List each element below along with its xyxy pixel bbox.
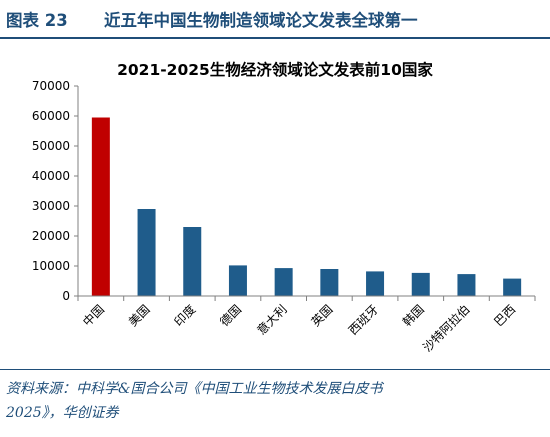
figure-label: 图表 23 <box>6 11 68 30</box>
source-line-2: 2025》，华创证券 <box>6 405 119 421</box>
x-tick-label: 巴西 <box>491 302 518 329</box>
x-tick-label: 印度 <box>171 302 199 330</box>
y-tick-label: 20000 <box>32 229 70 243</box>
y-tick-label: 40000 <box>32 169 70 183</box>
bar-1 <box>137 209 156 296</box>
header-divider <box>0 37 550 39</box>
footer-divider <box>0 369 550 370</box>
y-tick-label: 10000 <box>32 259 70 273</box>
y-tick-label: 30000 <box>32 199 70 213</box>
y-tick-label: 70000 <box>32 79 70 93</box>
bars <box>91 117 522 296</box>
bar-6 <box>366 271 385 296</box>
bar-9 <box>503 278 522 296</box>
figure-header: 图表 23 近五年中国生物制造领域论文发表全球第一 <box>0 0 550 40</box>
x-tick-label: 美国 <box>126 302 153 329</box>
bar-5 <box>320 269 339 296</box>
x-tick-label: 西班牙 <box>346 302 381 337</box>
source-line-1: 资料来源：中科学&国合公司《中国工业生物技术发展白皮书 <box>6 381 383 397</box>
bar-4 <box>274 268 293 296</box>
chart-title: 2021-2025生物经济领域论文发表前10国家 <box>117 61 433 79</box>
x-tick-label: 中国 <box>79 302 107 330</box>
y-tick-label: 0 <box>62 289 70 303</box>
bar-7 <box>411 272 430 296</box>
figure-title: 近五年中国生物制造领域论文发表全球第一 <box>104 11 418 30</box>
y-tick-label: 50000 <box>32 139 70 153</box>
y-axis: 0 10000 20000 30000 40000 50000 60000 70000 <box>32 79 79 303</box>
bar-chart: 0 10000 20000 30000 40000 50000 60000 70000 中国美… <box>32 79 536 355</box>
bar-3 <box>228 265 247 296</box>
bar-8 <box>457 274 476 296</box>
x-tick-label: 韩国 <box>399 302 427 330</box>
x-tick-label: 英国 <box>309 302 336 329</box>
source-note: 资料来源：中科学&国合公司《中国工业生物技术发展白皮书 2025》，华创证券 <box>6 377 536 425</box>
y-tick-label: 60000 <box>32 109 70 123</box>
x-tick-label: 德国 <box>216 302 244 330</box>
bar-0 <box>91 117 110 296</box>
x-tick-label: 意大利 <box>254 302 290 338</box>
x-tick-label: 沙特阿拉伯 <box>420 302 473 355</box>
bar-2 <box>183 227 202 296</box>
